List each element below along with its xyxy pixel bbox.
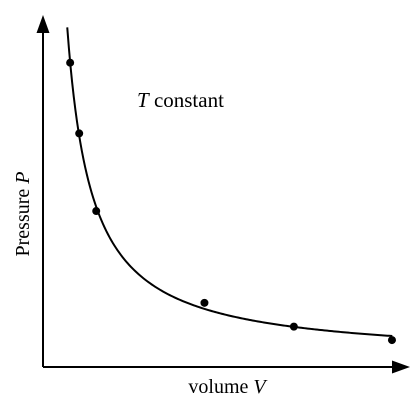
data-point-3 bbox=[92, 207, 101, 216]
data-point-5 bbox=[289, 322, 298, 331]
data-point-1 bbox=[66, 58, 75, 67]
x-axis-label: volume V bbox=[188, 376, 268, 398]
y-axis-arrow bbox=[36, 15, 50, 33]
x-axis-label-variable: V bbox=[253, 376, 268, 398]
y-axis-label-variable: P bbox=[12, 172, 34, 185]
annotation-text: constant bbox=[149, 88, 224, 112]
data-point-6 bbox=[387, 336, 396, 345]
data-points bbox=[66, 58, 396, 345]
y-axis-label-text: Pressure bbox=[12, 184, 34, 257]
isotherm-curve bbox=[66, 27, 393, 338]
x-axis-arrow bbox=[392, 360, 410, 374]
x-axis-label-text: volume bbox=[188, 376, 253, 398]
data-point-4 bbox=[200, 298, 209, 307]
annotation-variable: T bbox=[137, 88, 150, 112]
data-point-2 bbox=[75, 129, 84, 138]
y-axis-label: Pressure P bbox=[12, 172, 34, 257]
annotation-t-constant: T constant bbox=[137, 88, 224, 112]
